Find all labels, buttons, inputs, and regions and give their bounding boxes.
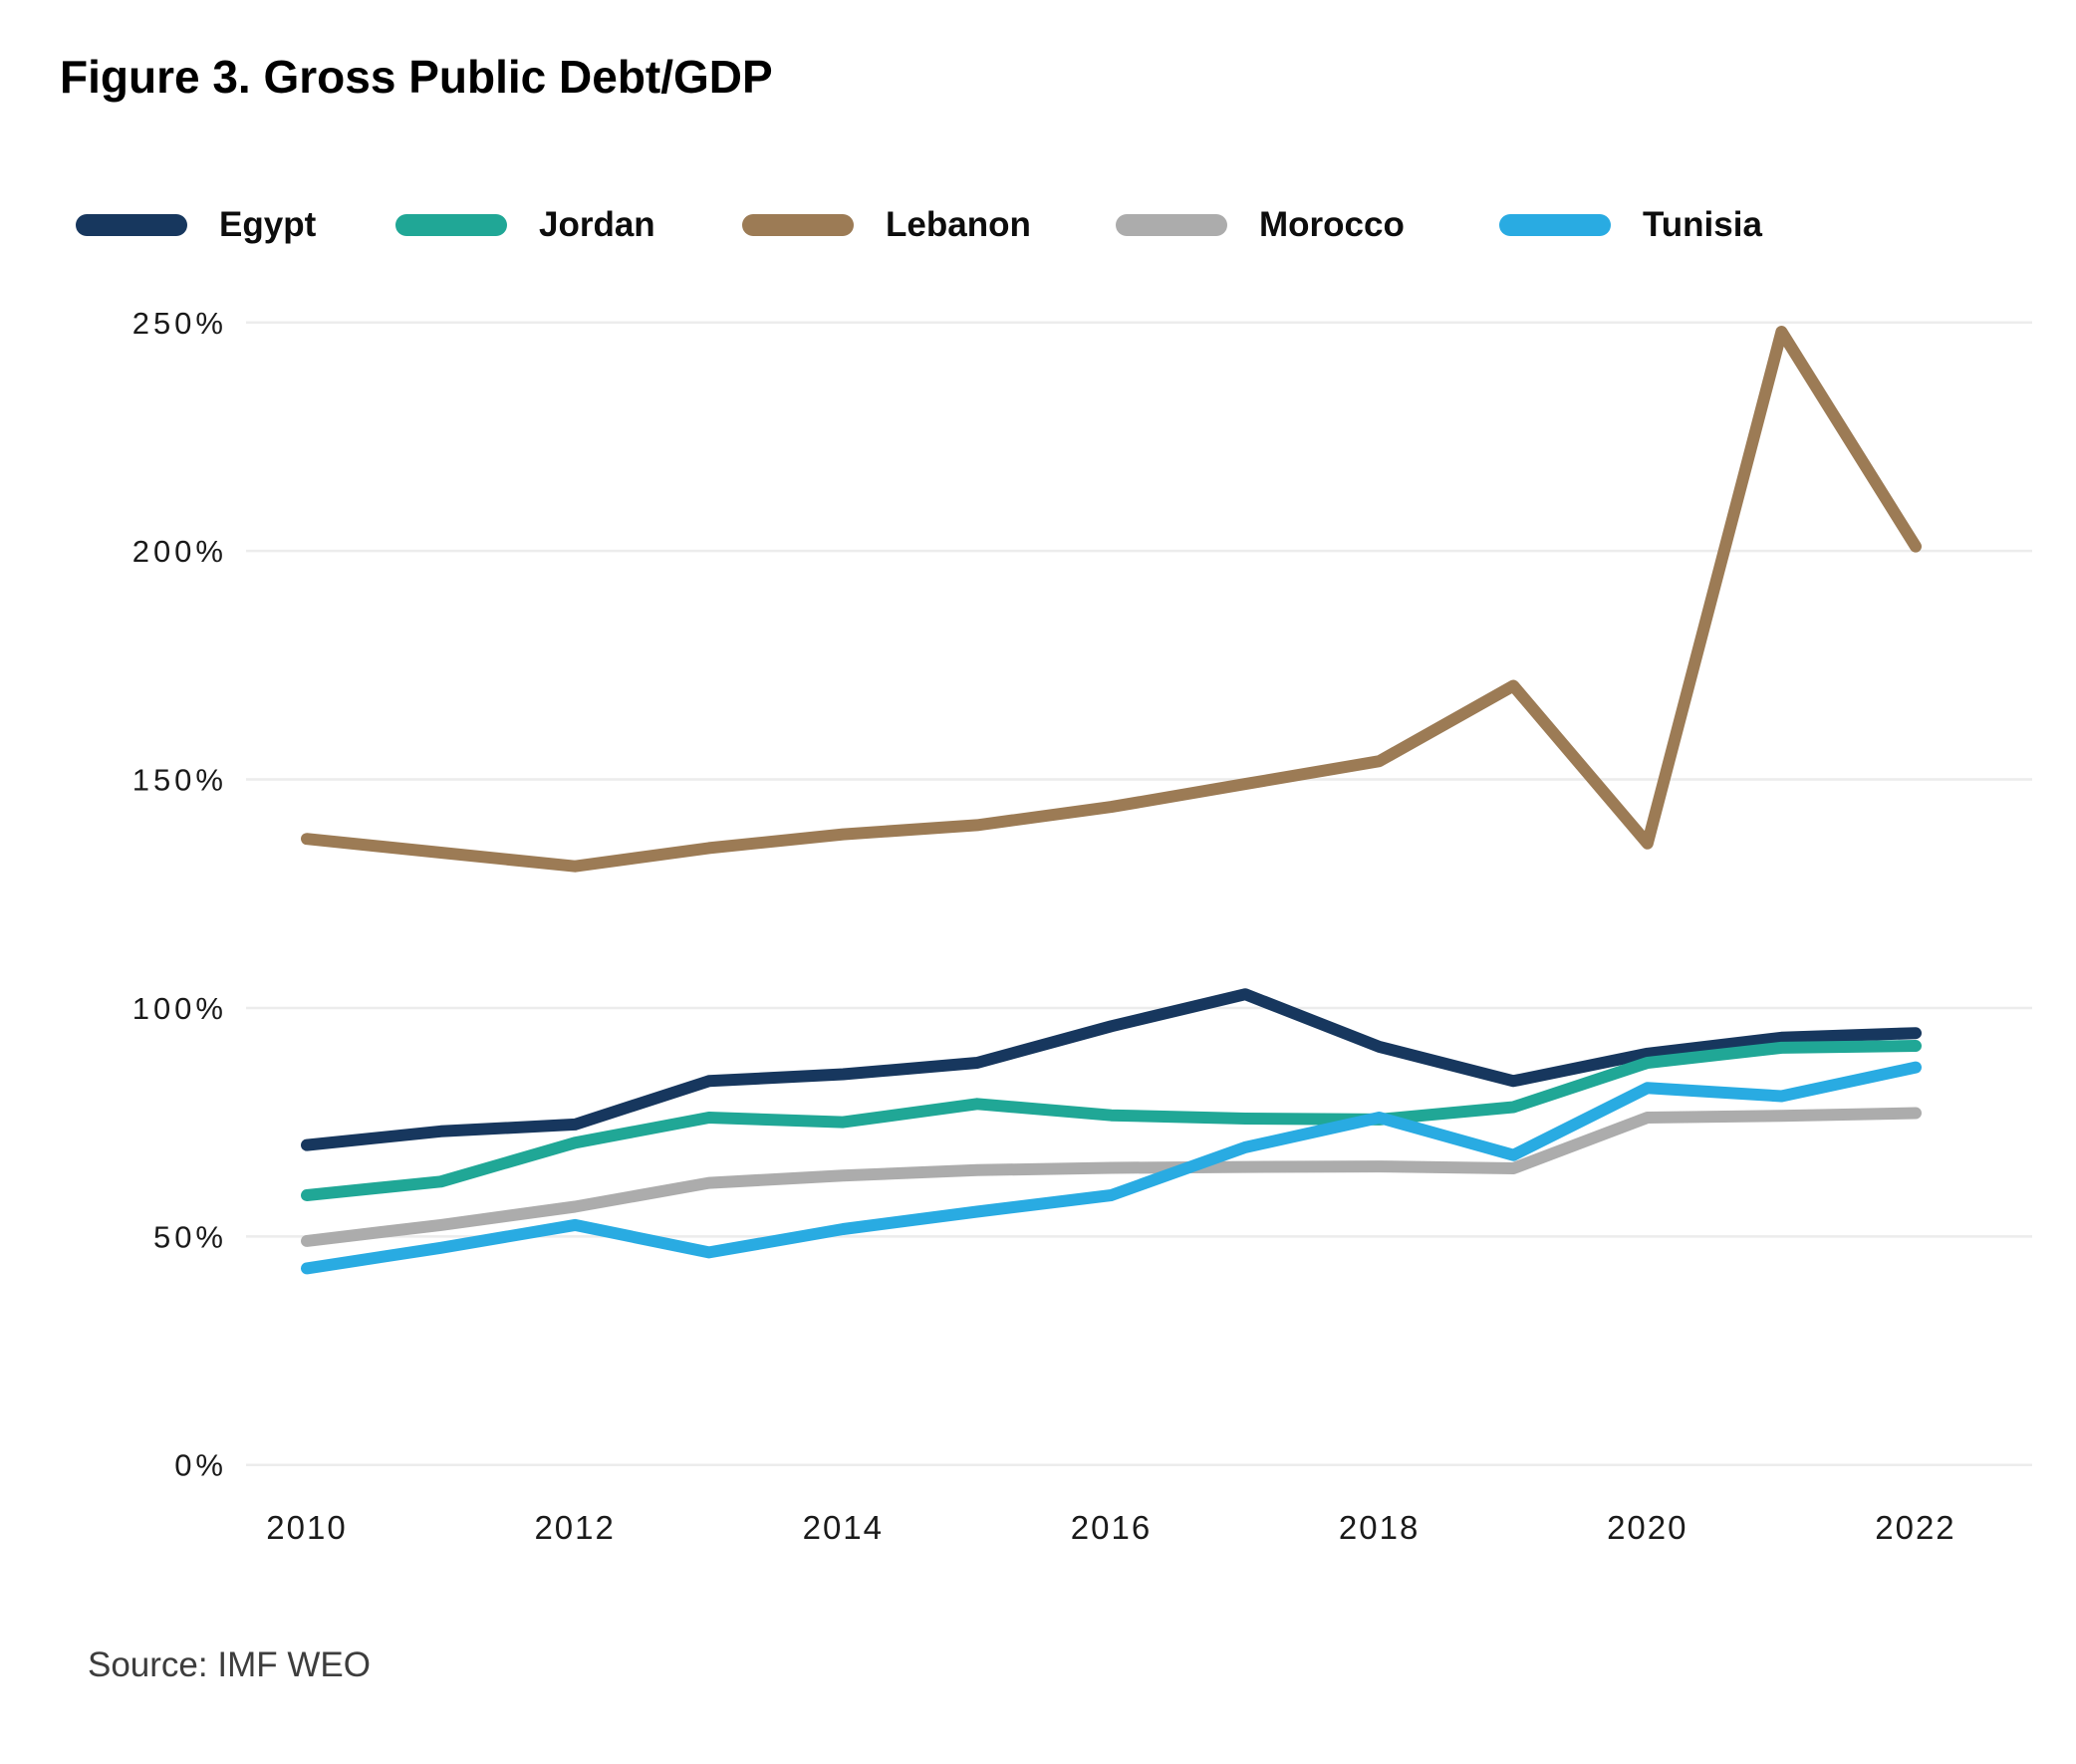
y-axis-tick-label-50: 50% — [153, 1219, 227, 1254]
y-axis-tick-label-150: 150% — [132, 763, 227, 798]
legend-swatch-tunisia — [1499, 214, 1611, 236]
x-axis-tick-label-2020: 2020 — [1607, 1509, 1687, 1546]
x-axis-tick-label-2018: 2018 — [1339, 1509, 1420, 1546]
legend-swatch-lebanon — [742, 214, 854, 236]
y-axis-tick-label-200: 200% — [132, 534, 227, 569]
legend-item-lebanon: Lebanon — [742, 205, 1031, 245]
y-axis-tick-label-250: 250% — [132, 306, 227, 341]
series-line-morocco — [301, 1107, 1922, 1247]
x-axis-tick-label-2014: 2014 — [803, 1509, 884, 1546]
series-line-tunisia — [301, 1061, 1922, 1275]
chart-title: Figure 3. Gross Public Debt/GDP — [60, 51, 773, 103]
series-line-lebanon — [301, 326, 1922, 873]
series-line-egypt — [301, 988, 1922, 1151]
x-axis-tick-label-2010: 2010 — [266, 1509, 347, 1546]
legend-item-egypt: Egypt — [76, 205, 316, 245]
chart-legend: Egypt Jordan Lebanon Morocco Tunisia — [0, 205, 2076, 255]
legend-item-morocco: Morocco — [1116, 205, 1405, 245]
y-axis-tick-label-100: 100% — [132, 991, 227, 1026]
legend-label-jordan: Jordan — [539, 205, 655, 244]
x-axis-tick-label-2012: 2012 — [534, 1509, 615, 1546]
source-note: Source: IMF WEO — [88, 1645, 371, 1684]
legend-label-lebanon: Lebanon — [886, 205, 1031, 244]
legend-item-tunisia: Tunisia — [1499, 205, 1762, 245]
legend-item-jordan: Jordan — [395, 205, 655, 245]
legend-label-egypt: Egypt — [219, 205, 317, 244]
x-axis-tick-label-2022: 2022 — [1875, 1509, 1955, 1546]
y-axis-tick-label-0: 0% — [174, 1448, 227, 1483]
series-line-jordan — [301, 1040, 1922, 1201]
legend-swatch-egypt — [76, 214, 187, 236]
legend-label-morocco: Morocco — [1259, 205, 1405, 244]
legend-swatch-morocco — [1116, 214, 1227, 236]
legend-label-tunisia: Tunisia — [1643, 205, 1762, 244]
x-axis-tick-label-2016: 2016 — [1071, 1509, 1152, 1546]
legend-swatch-jordan — [395, 214, 507, 236]
